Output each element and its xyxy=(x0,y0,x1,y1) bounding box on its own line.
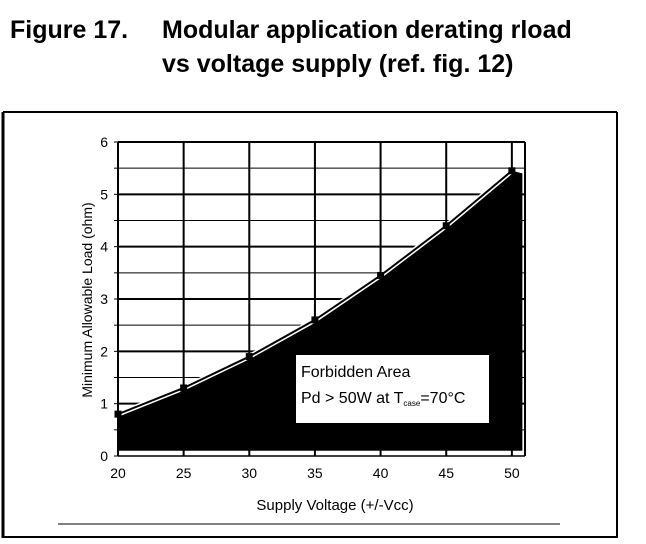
forbidden-area-annotation: Forbidden Area Pd > 50W at Tcase=70°C xyxy=(296,355,489,423)
figure-title-line-2: vs voltage supply (ref. fig. 12) xyxy=(162,50,514,78)
x-axis-label: Supply Voltage (+/-Vcc) xyxy=(256,497,413,514)
x-tick-label: 35 xyxy=(307,465,323,481)
y-tick-label: 1 xyxy=(100,396,108,412)
figure-title: Figure 17. Modular application derating … xyxy=(0,0,646,90)
y-tick-label: 2 xyxy=(100,343,108,359)
x-tick-label: 40 xyxy=(373,465,389,481)
annotation-box xyxy=(296,355,489,423)
data-point xyxy=(442,222,450,230)
y-tick-label: 4 xyxy=(100,239,108,255)
x-tick-label: 20 xyxy=(110,465,126,481)
x-tick-label: 50 xyxy=(504,465,520,481)
data-point xyxy=(245,353,253,361)
annotation-prefix: Pd > 50W at T xyxy=(301,390,404,407)
y-tick-label: 3 xyxy=(100,291,108,307)
x-tick-label: 30 xyxy=(242,465,258,481)
figure-title-line-1: Modular application derating rload xyxy=(162,16,572,44)
y-axis-label: Minimum Allowable Load (ohm) xyxy=(79,202,95,397)
axes xyxy=(114,141,525,457)
figure-frame xyxy=(1,111,618,538)
data-point xyxy=(311,316,319,324)
y-tick-label: 5 xyxy=(100,186,108,202)
annotation-line-1: Forbidden Area xyxy=(301,364,411,381)
annotation-subscript: case xyxy=(403,399,420,408)
data-point xyxy=(508,167,516,175)
figure-label: Figure 17. xyxy=(10,16,129,44)
annotation-line-2: Pd > 50W at Tcase=70°C xyxy=(301,390,465,408)
data-point xyxy=(377,271,385,279)
y-tick-label: 6 xyxy=(100,134,108,150)
y-tick-label: 0 xyxy=(100,448,108,464)
data-point xyxy=(180,384,188,392)
annotation-suffix: =70°C xyxy=(420,390,465,407)
x-tick-label: 45 xyxy=(438,465,454,481)
x-tick-label: 25 xyxy=(176,465,192,481)
